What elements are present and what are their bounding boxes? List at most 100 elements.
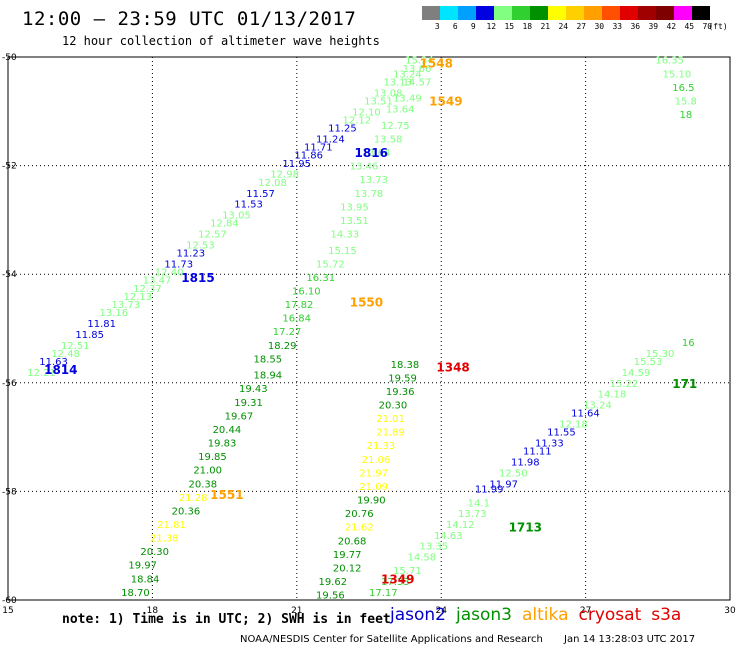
wave-height-label: 15.34 <box>405 56 434 67</box>
colorbar-label: 36 <box>630 22 641 31</box>
wave-height-label: 16 <box>682 338 695 349</box>
wave-height-label: 17.33 <box>381 577 410 588</box>
wave-height-label: 14.59 <box>622 368 651 379</box>
pass-number-label: 171 <box>672 377 697 391</box>
colorbar-label: 6 <box>452 22 458 31</box>
wave-height-label: 11.24 <box>316 134 345 145</box>
colorbar-swatch <box>422 6 440 20</box>
wave-height-label: 15.53 <box>634 357 663 368</box>
wave-height-label: 21.97 <box>359 468 388 479</box>
colorbar-swatch <box>512 6 530 20</box>
wave-height-label: 11.25 <box>328 124 357 135</box>
wave-height-label: 20.30 <box>140 547 169 558</box>
colorbar <box>422 6 710 20</box>
note-text: note: 1) Time is in UTC; 2) SWH is in fe… <box>62 612 391 627</box>
y-tick-label: -58 <box>2 487 17 497</box>
wave-height-label: 14.18 <box>598 390 627 401</box>
wave-height-label: 14.1 <box>468 498 490 509</box>
wave-height-label: 19.77 <box>333 550 362 561</box>
wave-height-label: 13.73 <box>111 300 140 311</box>
wave-height-label: 16.84 <box>282 314 311 325</box>
wave-height-label: 12.98 <box>270 170 299 181</box>
wave-height-label: 21.89 <box>376 428 405 439</box>
footer-timestamp: Jan 14 13:28:03 UTC 2017 <box>564 634 696 645</box>
wave-height-label: 19.97 <box>128 561 157 572</box>
wave-height-label: 20.38 <box>189 479 218 490</box>
wave-height-label: 21.33 <box>367 441 396 452</box>
wave-height-label: 17.27 <box>273 327 302 338</box>
colorbar-label: 12 <box>486 22 497 31</box>
y-tick-label: -50 <box>2 53 17 63</box>
wave-height-label: 12.50 <box>499 468 528 479</box>
pass-number-label: 1816 <box>355 146 388 160</box>
x-tick-label: 21 <box>291 606 302 616</box>
wave-height-label: 11.73 <box>164 259 193 270</box>
x-tick-label: 18 <box>147 606 159 616</box>
y-tick-label: -52 <box>2 162 17 172</box>
wave-height-label: 20.36 <box>172 506 201 517</box>
legend-item-altika: altika <box>522 605 569 625</box>
colorbar-labels: 3 6 9 12 15 18 21 24 27 30 33 36 39 42 45 70 (ft) <box>422 22 740 32</box>
colorbar-label: 42 <box>666 22 677 31</box>
wave-height-label: 11.63 <box>39 357 68 368</box>
wave-height-label: 12.08 <box>258 178 287 189</box>
wave-height-label: 13.66 <box>403 64 432 75</box>
colorbar-swatch <box>494 6 512 20</box>
colorbar-swatch <box>692 6 710 20</box>
wave-height-label: 11.81 <box>87 319 116 330</box>
wave-height-label: 20.68 <box>338 536 367 547</box>
wave-height-label: 12.51 <box>61 341 90 352</box>
wave-height-label: 12.12 <box>343 115 372 126</box>
wave-height-label: 13.46 <box>350 162 379 173</box>
colorbar-swatch <box>458 6 476 20</box>
satellite-legend: jason2 jason3 altika cryosat s3a <box>390 605 691 625</box>
wave-height-label: 11.55 <box>547 428 576 439</box>
wave-height-label: 13.49 <box>393 94 422 105</box>
legend-item-jason2: jason2 <box>390 605 446 625</box>
wave-height-label: 21.09 <box>359 482 388 493</box>
wave-height-label: 11.33 <box>535 439 564 450</box>
colorbar-swatch <box>440 6 458 20</box>
wave-height-label: 12.84 <box>210 219 239 230</box>
pass-number-label: 1548 <box>420 56 453 70</box>
pass-number-label: 1815 <box>181 271 214 285</box>
wave-height-label: 13.73 <box>359 175 388 186</box>
colorbar-swatch <box>584 6 602 20</box>
pass-number-label: 1549 <box>429 94 462 108</box>
wave-height-label: 21.28 <box>179 493 208 504</box>
wave-height-label: 14.33 <box>330 229 359 240</box>
colorbar-label: 33 <box>612 22 623 31</box>
wave-height-label: 18 <box>679 110 692 121</box>
y-tick-label: -56 <box>2 379 17 389</box>
y-tick-label: -60 <box>2 596 17 606</box>
wave-height-label: 13.47 <box>143 276 172 287</box>
wave-height-label: 17.17 <box>369 588 398 599</box>
colorbar-swatch <box>530 6 548 20</box>
wave-height-label: 18.70 <box>121 588 150 599</box>
wave-height-label: 19.67 <box>225 411 254 422</box>
colorbar-label: 18 <box>522 22 533 31</box>
wave-height-label: 14.63 <box>434 531 463 542</box>
colorbar-swatch <box>638 6 656 20</box>
colorbar-swatch <box>620 6 638 20</box>
wave-height-label: 13.24 <box>583 401 612 412</box>
y-tick-label: -54 <box>2 270 17 280</box>
wave-height-label: 15.72 <box>316 259 345 270</box>
wave-height-label: 13.35 <box>420 542 449 553</box>
wave-height-label: 13.16 <box>99 308 128 319</box>
legend-item-s3a: s3a <box>651 605 682 625</box>
wave-height-label: 19.85 <box>198 452 227 463</box>
wave-height-label: 20.12 <box>333 563 362 574</box>
x-tick-label: 27 <box>580 606 591 616</box>
colorbar-swatch <box>476 6 494 20</box>
wave-height-label: 16.5 <box>672 83 694 94</box>
colorbar-label: 3 <box>434 22 440 31</box>
wave-height-label: 14.12 <box>446 520 475 531</box>
wave-height-label: 12.18 <box>559 420 588 431</box>
footer: NOAA/NESDIS Center for Satellite Applica… <box>240 634 695 645</box>
wave-height-label: 21.00 <box>193 466 222 477</box>
pass-number-label: 1551 <box>210 488 243 502</box>
wave-height-label: 13.05 <box>222 210 251 221</box>
pass-number-label: 1550 <box>350 295 383 309</box>
